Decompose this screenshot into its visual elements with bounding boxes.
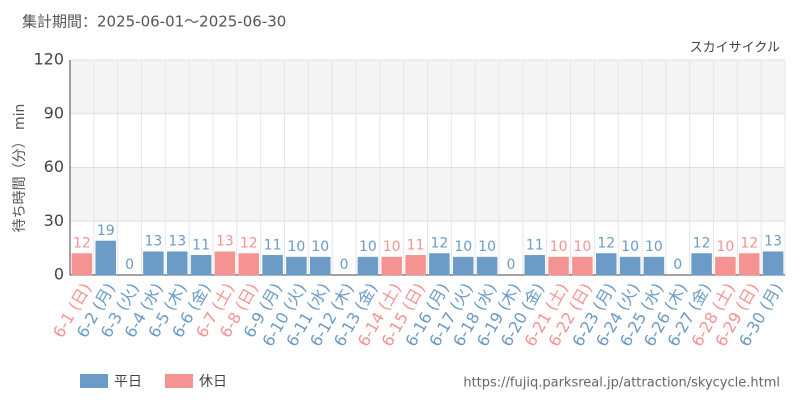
value-label: 10	[621, 239, 639, 255]
value-label: 0	[125, 257, 134, 273]
value-label: 13	[168, 234, 186, 250]
value-label: 10	[645, 239, 663, 255]
value-label: 11	[192, 237, 210, 253]
value-label: 12	[693, 236, 711, 252]
bar	[238, 253, 260, 276]
value-label: 10	[574, 239, 592, 255]
value-label: 12	[597, 236, 615, 252]
value-label: 13	[216, 234, 234, 250]
bar	[619, 256, 641, 276]
bar	[190, 255, 212, 276]
legend-label: 休日	[199, 374, 227, 390]
value-label: 10	[359, 239, 377, 255]
bar	[643, 256, 665, 276]
y-tick-label: 60	[44, 157, 64, 176]
y-axis-label: 待ち時間（分） min	[12, 104, 28, 233]
value-label: 0	[506, 257, 515, 273]
value-label: 12	[73, 236, 91, 252]
value-label: 12	[431, 236, 449, 252]
chart-subtitle: スカイサイクル	[690, 41, 780, 56]
value-label: 10	[550, 239, 568, 255]
bar	[548, 256, 569, 276]
bar	[691, 253, 712, 276]
bar	[357, 256, 379, 276]
value-label: 11	[526, 237, 544, 253]
value-label: 10	[717, 239, 735, 255]
source-url: https://fujiq.parksreal.jp/attraction/sk…	[463, 376, 780, 391]
value-label: 0	[340, 257, 349, 273]
bar	[262, 255, 283, 276]
legend-label: 平日	[114, 374, 142, 390]
bar	[71, 253, 93, 276]
bar	[405, 255, 426, 276]
value-label: 11	[264, 237, 282, 253]
bar	[452, 256, 474, 276]
y-tick-label: 120	[33, 50, 64, 69]
y-tick-label: 30	[44, 211, 64, 230]
y-tick-label: 90	[44, 103, 64, 122]
chart-title: 集計期間：2025-06-01～2025-06-30	[22, 13, 286, 31]
bar	[715, 256, 736, 276]
bar	[286, 256, 307, 276]
bar	[738, 253, 760, 276]
value-label: 10	[288, 239, 306, 255]
value-label: 10	[478, 239, 496, 255]
value-label: 10	[383, 239, 401, 255]
value-label: 11	[407, 237, 425, 253]
value-label: 0	[673, 257, 682, 273]
value-label: 19	[97, 223, 115, 239]
value-label: 12	[240, 236, 258, 252]
bar	[524, 255, 546, 276]
bar	[95, 240, 117, 276]
bar	[381, 256, 403, 276]
y-tick-label: 0	[54, 265, 64, 284]
legend-swatch	[165, 374, 193, 388]
bar	[166, 251, 188, 276]
bar	[143, 251, 164, 276]
bar	[429, 253, 450, 276]
value-label: 13	[145, 234, 163, 250]
value-label: 10	[454, 239, 472, 255]
value-label: 10	[311, 239, 329, 255]
value-label: 13	[764, 234, 782, 250]
bar	[572, 256, 593, 276]
legend-swatch	[80, 374, 108, 388]
bar	[309, 256, 331, 276]
bar	[214, 251, 236, 276]
bar	[595, 253, 617, 276]
bar	[762, 251, 784, 276]
value-label: 12	[740, 236, 758, 252]
bar	[476, 256, 498, 276]
